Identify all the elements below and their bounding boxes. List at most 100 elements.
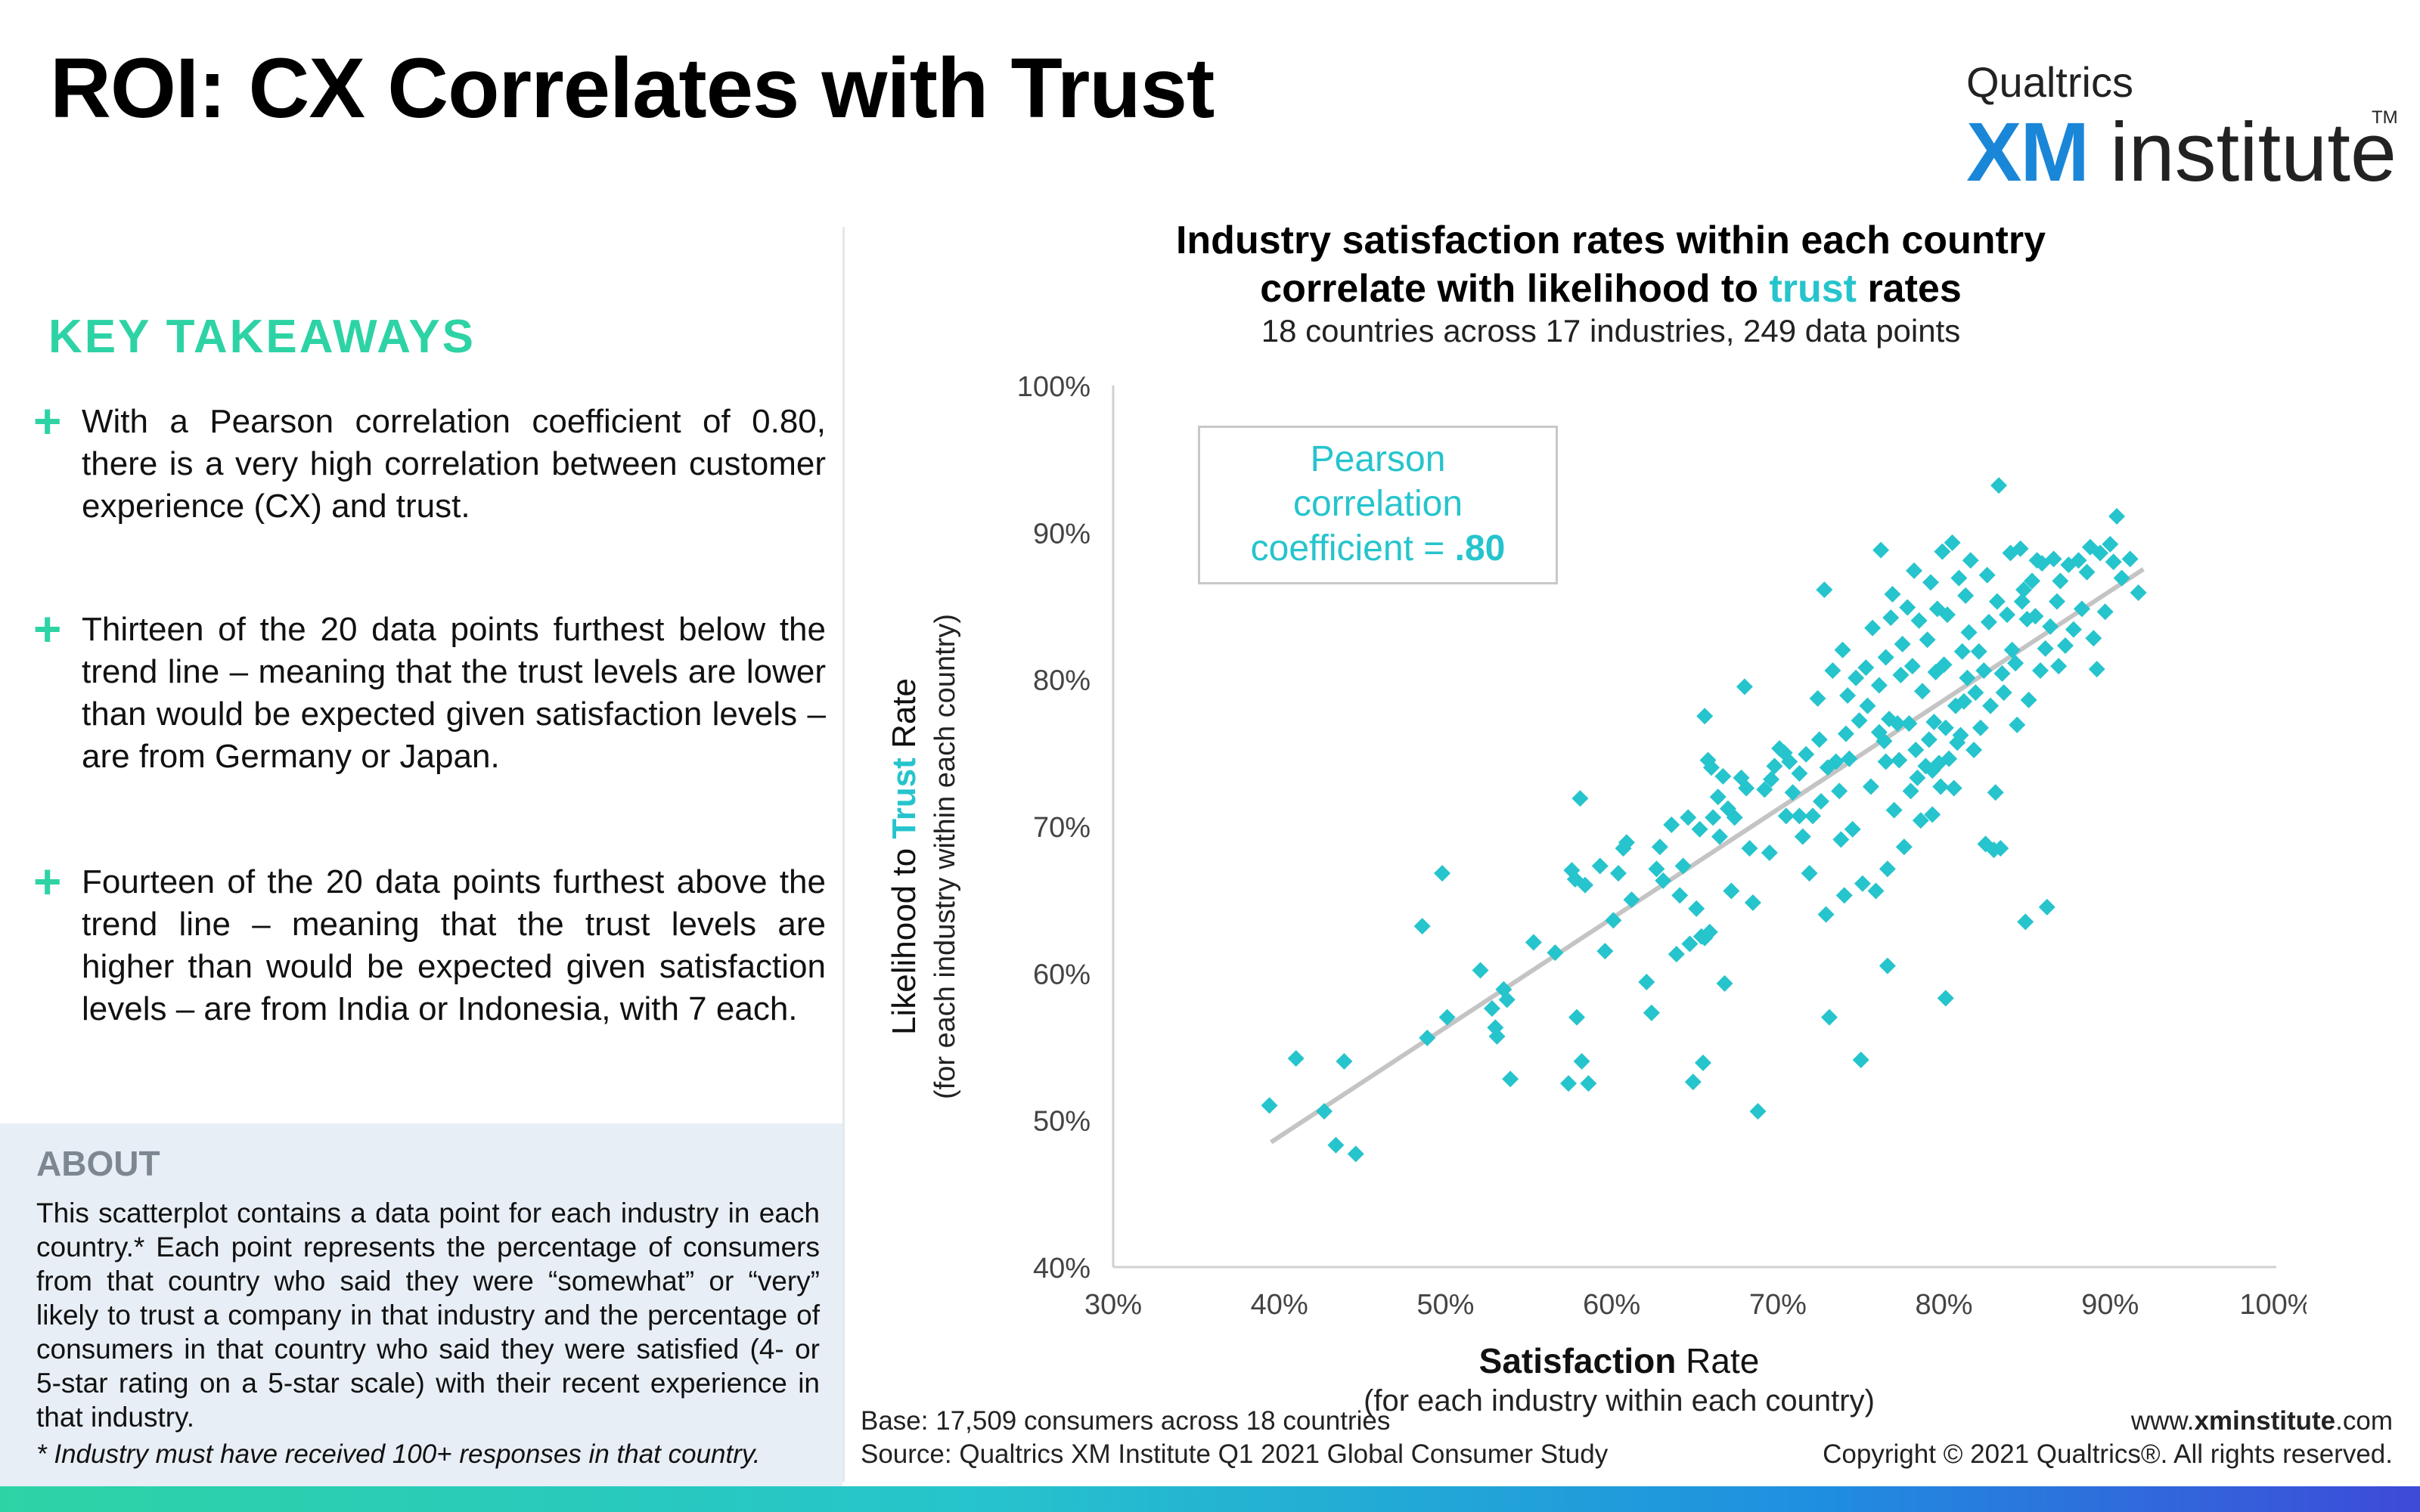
data-point [1483, 999, 1500, 1017]
data-point [1831, 782, 1848, 800]
corr-label-text: coefficient = [1250, 528, 1455, 569]
data-point [1891, 751, 1908, 769]
data-point [1988, 593, 2006, 610]
footer-url[interactable]: www.xminstitute.com [1823, 1405, 2393, 1438]
data-point [1336, 1052, 1353, 1070]
data-point [1889, 714, 1907, 732]
data-point [1560, 1075, 1578, 1092]
y-tick-label: 60% [1033, 959, 1091, 990]
data-point [2007, 655, 2024, 672]
data-point [1502, 1070, 1519, 1088]
data-point [1882, 609, 1900, 627]
corr-label-line: correlation [1292, 484, 1463, 524]
data-point [1938, 606, 1956, 624]
qualtrics-xm-institute-logo: Qualtrics XM institute TM [1966, 57, 2398, 199]
data-point [2052, 572, 2069, 590]
data-point [1832, 831, 1850, 848]
data-point [2042, 618, 2059, 635]
data-point [1812, 792, 1829, 810]
data-point [1801, 865, 1818, 882]
x-tick-label: 90% [2081, 1289, 2139, 1321]
data-point [1749, 1103, 1767, 1120]
data-point [1777, 807, 1795, 825]
data-point [1999, 606, 2016, 624]
data-point [2065, 621, 2082, 638]
plus-icon: + [33, 602, 62, 656]
data-point [1879, 860, 1896, 878]
data-point [1975, 662, 1993, 680]
data-point [1674, 857, 1692, 875]
data-point [2017, 913, 2034, 931]
data-point [2113, 569, 2130, 587]
data-point [1944, 534, 1961, 551]
data-point [1668, 946, 1685, 963]
data-point [2056, 637, 2074, 654]
data-point [1937, 719, 1954, 736]
data-point [2096, 603, 2114, 621]
data-point [1980, 613, 1997, 631]
data-point [1817, 906, 1835, 923]
data-point [1872, 541, 1890, 559]
data-point [2015, 581, 2033, 599]
axis-labels: 30% 40% 50% 60% 70% 80% 90% 100% 40% 50% 60% 70% 80%… [886, 371, 2307, 1418]
data-point [1867, 882, 1885, 900]
data-point [2032, 662, 2049, 680]
column-divider [842, 227, 845, 1482]
data-point [1992, 840, 2009, 857]
y-tick-label: 90% [1033, 518, 1091, 550]
data-point [1761, 844, 1778, 861]
data-point [1935, 656, 1953, 674]
x-tick-label: 80% [1916, 1289, 1973, 1321]
y-tick-label: 70% [1033, 812, 1091, 844]
trend-line-group [1270, 567, 2145, 1145]
data-point [1841, 750, 1858, 767]
data-point [2048, 593, 2065, 610]
data-point [1937, 990, 1954, 1007]
data-point [2027, 608, 2044, 625]
plus-icon: + [33, 854, 62, 909]
data-point [1827, 753, 1844, 770]
takeaway-text: With a Pearson correlation coefficient o… [82, 403, 826, 525]
chart-title-line2: correlate with likelihood to trust rates [1006, 265, 2216, 313]
data-point [1327, 1136, 1345, 1154]
about-panel: ABOUT This scatterplot contains a data p… [0, 1123, 842, 1486]
data-point [1655, 872, 1672, 889]
about-heading: ABOUT [36, 1144, 160, 1183]
data-point [1784, 784, 1801, 801]
data-point [1714, 767, 1732, 785]
footer-source-text: Source: Qualtrics XM Institute Q1 2021 G… [861, 1439, 1609, 1469]
x-tick-label: 50% [1416, 1289, 1474, 1321]
chart-title-text: rates [1857, 267, 1962, 311]
data-point [1287, 1050, 1305, 1067]
data-point [1709, 789, 1727, 806]
data-point [1568, 1009, 1586, 1026]
logo-qualtrics-text: Qualtrics [1966, 58, 2133, 106]
url-text: .com [2335, 1406, 2393, 1436]
data-point [1648, 860, 1665, 878]
data-point [2088, 661, 2105, 678]
data-point [1902, 782, 1919, 800]
takeaway-text: Thirteen of the 20 data points furthest … [82, 611, 826, 775]
data-point [1791, 807, 1808, 825]
data-point [1638, 973, 1655, 990]
data-point [1859, 697, 1876, 714]
data-point [1852, 1051, 1869, 1068]
about-body: This scatterplot contains a data point f… [36, 1198, 820, 1433]
page-title: ROI: CX Correlates with Trust [50, 41, 1215, 135]
data-point [1573, 1052, 1590, 1070]
data-point [2130, 584, 2147, 602]
x-axis-title: Satisfaction Rate [1479, 1341, 1760, 1380]
data-point [1580, 1075, 1597, 1092]
data-point [1736, 678, 1753, 696]
data-point [1876, 733, 1893, 750]
data-point [2020, 691, 2037, 708]
data-point [2037, 640, 2054, 657]
y-tick-label: 40% [1033, 1253, 1091, 1284]
x-tick-label: 100% [2239, 1289, 2307, 1321]
data-point [1919, 631, 1936, 649]
data-point [2013, 593, 2031, 610]
data-point [1671, 887, 1689, 904]
data-point [2012, 540, 2029, 557]
data-point [1835, 887, 1853, 904]
data-point [1781, 753, 1798, 770]
